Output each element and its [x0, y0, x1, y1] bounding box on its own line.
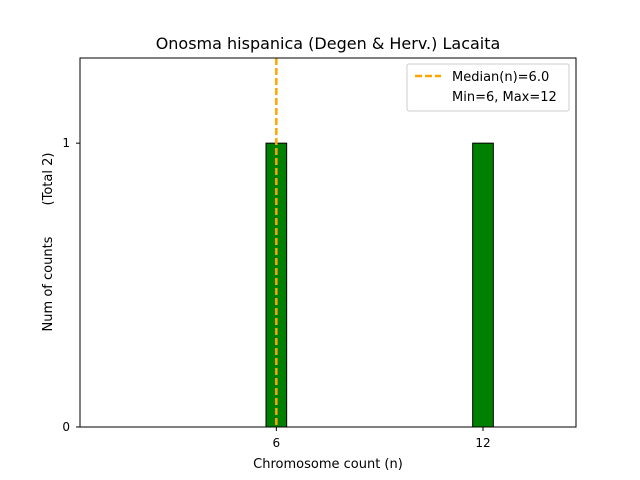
x-axis-label: Chromosome count (n): [253, 457, 403, 472]
legend: Median(n)=6.0 Min=6, Max=12: [406, 63, 570, 112]
legend-minmax-label: Min=6, Max=12: [452, 90, 557, 105]
x-tick-label: 12: [475, 436, 490, 450]
x-tick-label: 6: [273, 436, 281, 450]
y-tick-label: 0: [62, 420, 70, 434]
legend-box: [406, 63, 570, 112]
y-ticks: 01: [62, 136, 80, 434]
y-axis-total-label: (Total 2): [41, 153, 56, 206]
x-ticks: 6 12: [273, 427, 491, 450]
bars-layer: [265, 142, 494, 428]
legend-median-label: Median(n)=6.0: [452, 70, 549, 85]
chart-title: Onosma hispanica (Degen & Herv.) Lacaita: [156, 34, 501, 53]
plot-frame: [79, 57, 577, 428]
y-tick-label: 1: [62, 136, 70, 150]
bar-2: [472, 142, 494, 428]
y-axis-label: Num of counts: [41, 236, 56, 331]
